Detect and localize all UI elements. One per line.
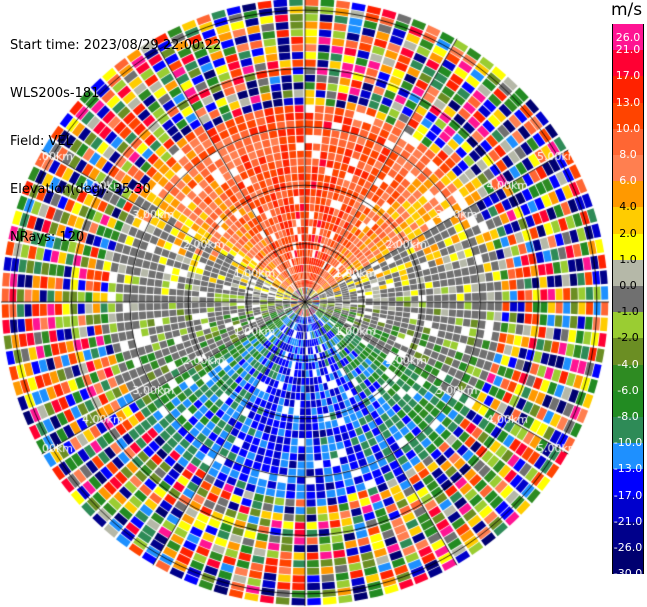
colorbar-tick-label: 26.0: [615, 31, 641, 44]
colorbar-tick-label: -17.0: [613, 488, 643, 502]
start-time-label: Start time: 2023/08/29 22:00:22: [10, 38, 222, 53]
colorbar-segment: [612, 50, 644, 77]
metadata-block: Start time: 2023/08/29 22:00:22 WLS200s-…: [10, 6, 221, 262]
colorbar-tick-label: 0.0: [619, 279, 637, 292]
instrument-label: WLS200s-181: [10, 86, 100, 101]
nrays-label: NRays: 120: [10, 230, 85, 245]
colorbar-tick-label: 6.0: [619, 174, 637, 188]
colorbar-segment: [612, 24, 644, 51]
colorbar-segment: [612, 417, 644, 444]
colorbar-segment: [612, 155, 644, 182]
colorbar-segment: [612, 233, 644, 260]
colorbar-segment: [612, 548, 644, 575]
colorbar-tick-label: 21.0: [615, 43, 641, 57]
colorbar-tick-label: -26.0: [613, 541, 643, 554]
colorbar-segment: [612, 469, 644, 496]
colorbar-segment: [612, 102, 644, 129]
colorbar-segment: [612, 521, 644, 548]
field-label: Field: VEL: [10, 134, 73, 149]
colorbar-segment: [612, 76, 644, 103]
colorbar-tick-label: -8.0: [617, 410, 639, 423]
colorbar-segment: [612, 207, 644, 234]
colorbar-tick-label: -30.0: [613, 567, 643, 581]
colorbar-tick-label: 2.0: [619, 226, 637, 240]
colorbar-tick-label: 17.0: [615, 69, 641, 83]
colorbar-segment: [612, 259, 644, 286]
colorbar-tick-label: 8.0: [619, 148, 637, 161]
colorbar-segment: [612, 128, 644, 155]
colorbar-segment: [612, 181, 644, 208]
colorbar-tick-label: 4.0: [619, 200, 637, 214]
colorbar-segment: [612, 286, 644, 313]
colorbar-tick-label: 13.0: [615, 95, 641, 109]
colorbar-tick-label: -21.0: [613, 514, 643, 528]
colorbar-tick-label: -10.0: [613, 436, 643, 450]
colorbar-segment: [612, 338, 644, 365]
colorbar-segment: [612, 364, 644, 391]
colorbar-tick-label: -6.0: [617, 383, 639, 397]
colorbar-tick-label: 1.0: [619, 252, 637, 266]
elevation-label: Elevation(deg): 35.30: [10, 182, 151, 197]
colorbar-segment: [612, 443, 644, 470]
colorbar-unit: m/s: [611, 0, 643, 20]
colorbar: 26.0 21.0 17.0 13.0 10.0 8.0 6.0 4.0 2.0 1.0 0.0 -1…: [612, 24, 644, 600]
colorbar-tick-label: 10.0: [615, 121, 641, 135]
colorbar-tick-label: -13.0: [613, 462, 643, 476]
colorbar-tick-label: -4.0: [617, 357, 639, 371]
colorbar-tick-label: -2.0: [617, 331, 639, 345]
colorbar-segment: [612, 390, 644, 417]
colorbar-segment: [612, 495, 644, 522]
colorbar-tick-label: -1.0: [617, 305, 639, 319]
colorbar-segment: [612, 312, 644, 339]
